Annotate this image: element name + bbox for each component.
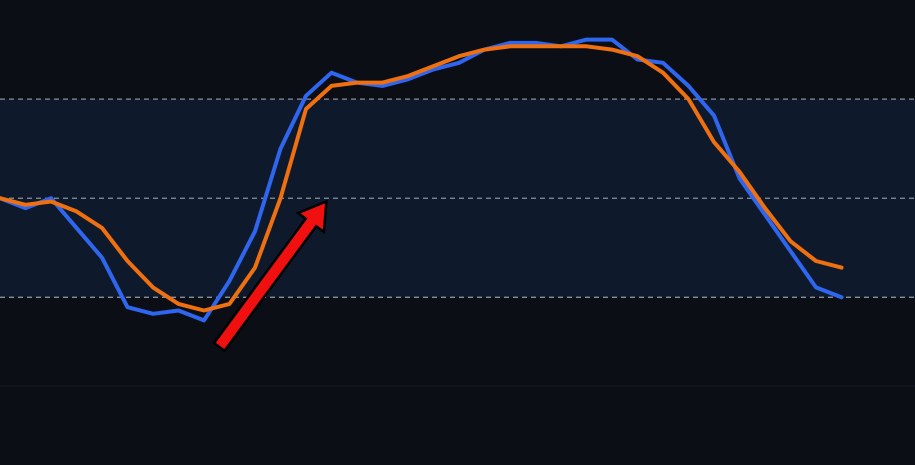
- annotations: [212, 199, 328, 353]
- series-line-slow: [0, 44, 844, 313]
- range-band: [0, 99, 915, 298]
- series-lines: [0, 37, 844, 323]
- annotation-arrow: [212, 199, 328, 353]
- series-line-fast: [0, 37, 844, 323]
